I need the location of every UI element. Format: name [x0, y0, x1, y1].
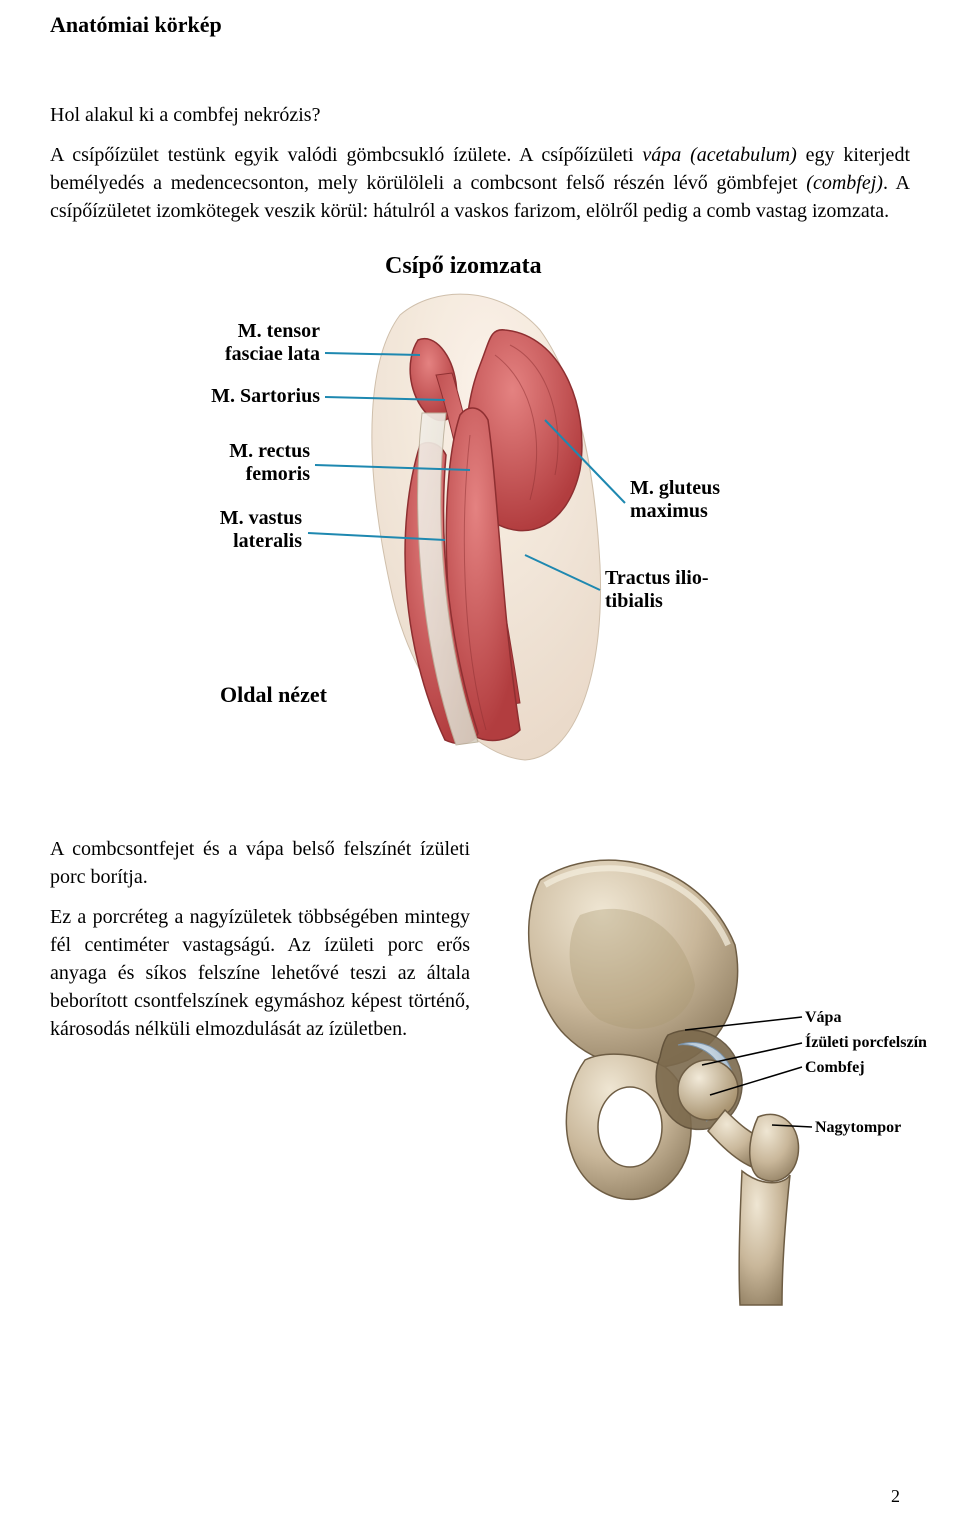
label-izuleti-porcfelszin: Ízületi porcfelszín [805, 1032, 927, 1054]
obturator-foramen [598, 1087, 662, 1167]
page-title: Anatómiai körkép [50, 10, 910, 41]
figure-hip-bone: Vápa Ízületi porcfelszín Combfej Nagytom… [490, 835, 910, 1315]
label-tensor-fasciae-lata: M. tensorfasciae lata [225, 320, 320, 366]
intro-2-pre: A csípőízület testünk egyik valódi gömbc… [50, 144, 642, 166]
fig1-title: Csípő izomzata [385, 250, 542, 284]
label-tractus-iliotibialis: Tractus ilio-tibialis [605, 567, 709, 613]
label-sartorius: M. Sartorius [211, 385, 320, 408]
label-nagytompor: Nagytompor [815, 1117, 901, 1139]
figure2-row: A combcsontfejet és a vápa belső felszín… [50, 835, 910, 1315]
fig2-para2: Ez a porcréteg a nagyízületek többségébe… [50, 903, 470, 1043]
intro-2-em2: (combfej) [806, 172, 883, 194]
figure2-text-column: A combcsontfejet és a vápa belső felszín… [50, 835, 470, 1055]
label-gluteus-maximus: M. gluteusmaximus [630, 477, 720, 523]
label-vastus-lateralis: M. vastuslateralis [220, 507, 302, 553]
label-combfej: Combfej [805, 1057, 865, 1079]
label-vapa: Vápa [805, 1007, 841, 1029]
fig1-bottom-label: Oldal nézet [220, 680, 327, 711]
label-rectus-femoris: M. rectusfemoris [229, 440, 310, 486]
femoral-shaft-shape [739, 1171, 790, 1305]
intro-2-em1: vápa (acetabulum) [642, 144, 796, 166]
page-number: 2 [891, 1484, 900, 1509]
fig2-para1: A combcsontfejet és a vápa belső felszín… [50, 835, 470, 891]
intro-para-2: A csípőízület testünk egyik valódi gömbc… [50, 141, 910, 225]
figure-hip-muscles: Csípő izomzata M. tensorfasciae lata M. … [160, 245, 800, 805]
intro-para-1: Hol alakul ki a combfej nekrózis? [50, 101, 910, 129]
